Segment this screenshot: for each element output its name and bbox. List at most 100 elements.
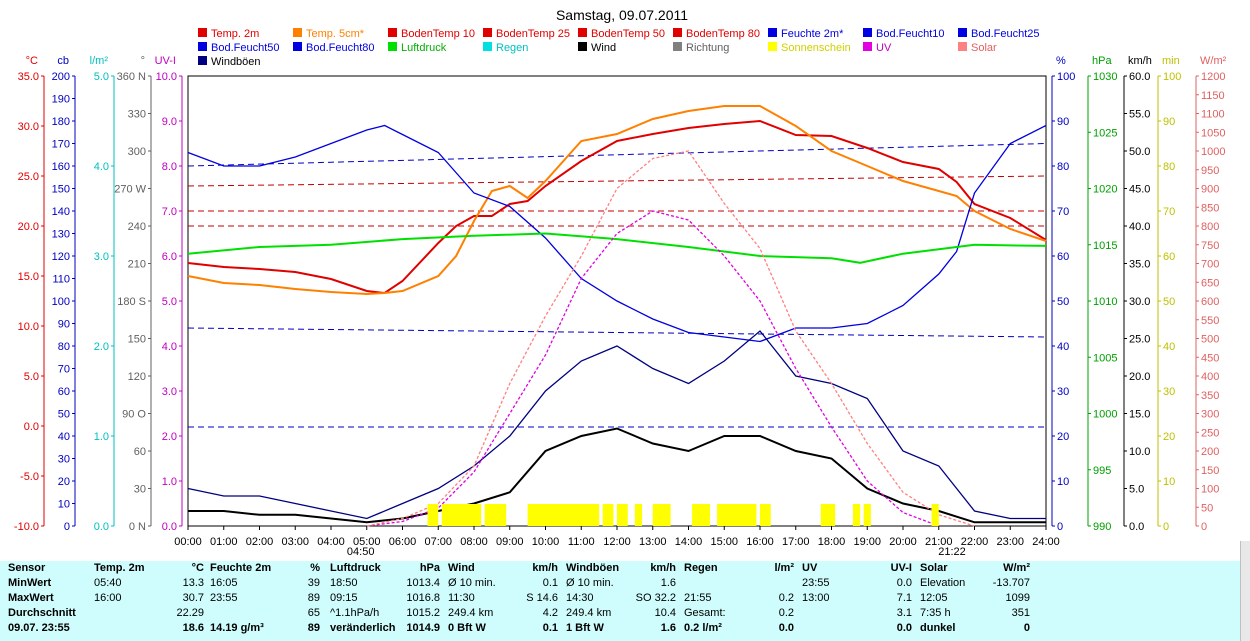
axis-unit: cb [57,55,69,67]
x-tick-label: 16:00 [746,536,774,548]
axis-tick-label: 2.0 [162,431,177,443]
legend-swatch [578,42,587,51]
x-tick-label: 01:00 [210,536,238,548]
stats-header: Sensor [8,562,46,574]
series-line [366,210,940,527]
axis-tick-label: 550 [1201,315,1219,327]
sunrise-label: 04:50 [347,546,375,558]
axis-unit: hPa [1092,55,1112,67]
axis-tick-label: 50 [1201,502,1213,514]
axis-unit: km/h [1128,55,1152,67]
axis-tick-label: 60 [134,446,146,458]
axis-unit: min [1162,55,1180,67]
legend-swatch [673,42,682,51]
stats-row: 22.29 [176,607,204,619]
stats-row: 11:30 S 14.6 [448,592,558,604]
stats-header: Solar W/m² [920,562,1030,574]
axis-tick-label: 5.0 [162,296,177,308]
axis-tick-label: 240 [128,221,146,233]
series-line [187,232,1047,264]
legend-label: Solar [971,42,997,54]
stats-row: 3.1 [896,607,912,619]
x-tick-label: 07:00 [424,536,452,548]
sunshine-bar [634,504,643,526]
stats-row: 18.6 [182,622,204,634]
axis-tick-label: 1.0 [94,431,109,443]
x-tick-label: 17:00 [782,536,810,548]
sunshine-bar [602,504,614,526]
axis-tick-label: 800 [1201,221,1219,233]
x-tick-label: 08:00 [460,536,488,548]
axis-tick-label: 10 [1163,476,1175,488]
axis-tick-label: 330 [128,109,146,121]
axis-tick-label: 8.0 [162,161,177,173]
sunshine-bar [692,504,710,526]
legend-swatch [863,42,872,51]
stats-row: Ø 10 min. 1.6 [566,577,676,589]
vertical-scrollbar[interactable] [1240,541,1250,641]
stats-row: MaxWert [8,592,54,604]
x-tick-label: 15:00 [710,536,738,548]
axis-tick-label: 500 [1201,334,1219,346]
plot-area [187,75,1047,527]
axis-tick-label: 200 [1201,446,1219,458]
legend-label: BodenTemp 50 [591,28,665,40]
stats-row: 13:00 7.1 [802,592,912,604]
axis-tick-label: 190 [52,94,70,106]
sunshine-bar [931,504,939,526]
axis-unit: W/m² [1200,55,1227,67]
axis-tick-label: 80 [58,341,70,353]
axis-tick-label: 1000 [1201,146,1225,158]
axis-tick-label: 30.0 [1129,296,1150,308]
axis-tick-label: 100 [52,296,70,308]
axis-tick-label: 750 [1201,240,1219,252]
x-tick-label: 14:00 [675,536,703,548]
axis-tick-label: 600 [1201,296,1219,308]
sunshine-bar [527,504,600,526]
sunshine-bar [441,504,482,526]
stats-row: MinWert [8,577,52,589]
axis-tick-label: 30 [1057,386,1069,398]
axis-tick-label: 100 [1201,484,1219,496]
stats-row: dunkel 0 [920,622,1030,634]
legend-swatch [388,28,397,37]
axis-tick-label: 80 [1057,161,1069,173]
axis-tick-label: 1015 [1093,240,1117,252]
axis-tick-label: 160 [52,161,70,173]
stats-row: 249.4 km 10.4 [566,607,676,619]
stats-row: 09:15 1016.8 [330,592,440,604]
x-tick-label: 12:00 [603,536,631,548]
ref-line [187,175,1047,187]
legend-label: BodenTemp 80 [686,28,760,40]
axis-tick-label: 90 [58,319,70,331]
stats-row: 09.07. 23:55 [8,622,70,634]
axis-tick-label: 60 [58,386,70,398]
stats-row: Durchschnitt [8,607,76,619]
axis-tick-label: 1150 [1201,90,1225,102]
axis-tick-label: 900 [1201,184,1219,196]
sunshine-bar [852,504,861,526]
x-tick-label: 10:00 [532,536,560,548]
legend-label: Windböen [211,56,261,68]
axis-tick-label: 0.0 [24,421,39,433]
stats-header: Feuchte 2m% [210,562,320,574]
legend-label: Bod.Feucht10 [876,28,945,40]
axis-tick-label: 1000 [1093,409,1117,421]
axis-unit: °C [26,55,38,67]
stats-column: Sensor MinWert MaxWert Durchschnitt 09.07. 2… [8,561,88,641]
legend-swatch [388,42,397,51]
axis-tick-label: 35.0 [1129,259,1150,271]
sunshine-bar [717,504,757,526]
axis-tick-label: 20 [1057,431,1069,443]
stats-header: Luftdruck hPa [330,562,440,574]
axis-tick-label: 2.0 [94,341,109,353]
legend: Temp. 2m Temp. 5cm* BodenTemp 10 BodenTemp … [198,28,1040,68]
axis-tick-label: 1010 [1093,296,1117,308]
axis-tick-label: 150 [128,334,146,346]
legend-swatch [768,42,777,51]
legend-swatch [673,28,682,37]
stats-row: Ø 10 min. 0.1 [448,577,558,589]
sunset-label: 21:22 [938,546,966,558]
axis-tick-label: 40 [1057,341,1069,353]
x-tick-label: 09:00 [496,536,524,548]
